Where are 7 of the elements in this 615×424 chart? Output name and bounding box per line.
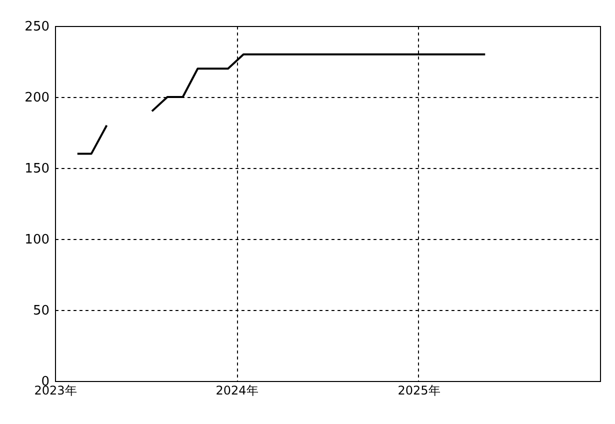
x-tick-label: 2025年 (398, 384, 440, 398)
x-tick-label: 2024年 (216, 384, 258, 398)
y-tick-label: 200 (24, 90, 50, 106)
y-tick-label: 250 (24, 20, 50, 34)
y-tick-label: 150 (24, 162, 50, 176)
y-tick-label: 100 (24, 232, 50, 248)
y-tick-label: 50 (32, 304, 50, 318)
